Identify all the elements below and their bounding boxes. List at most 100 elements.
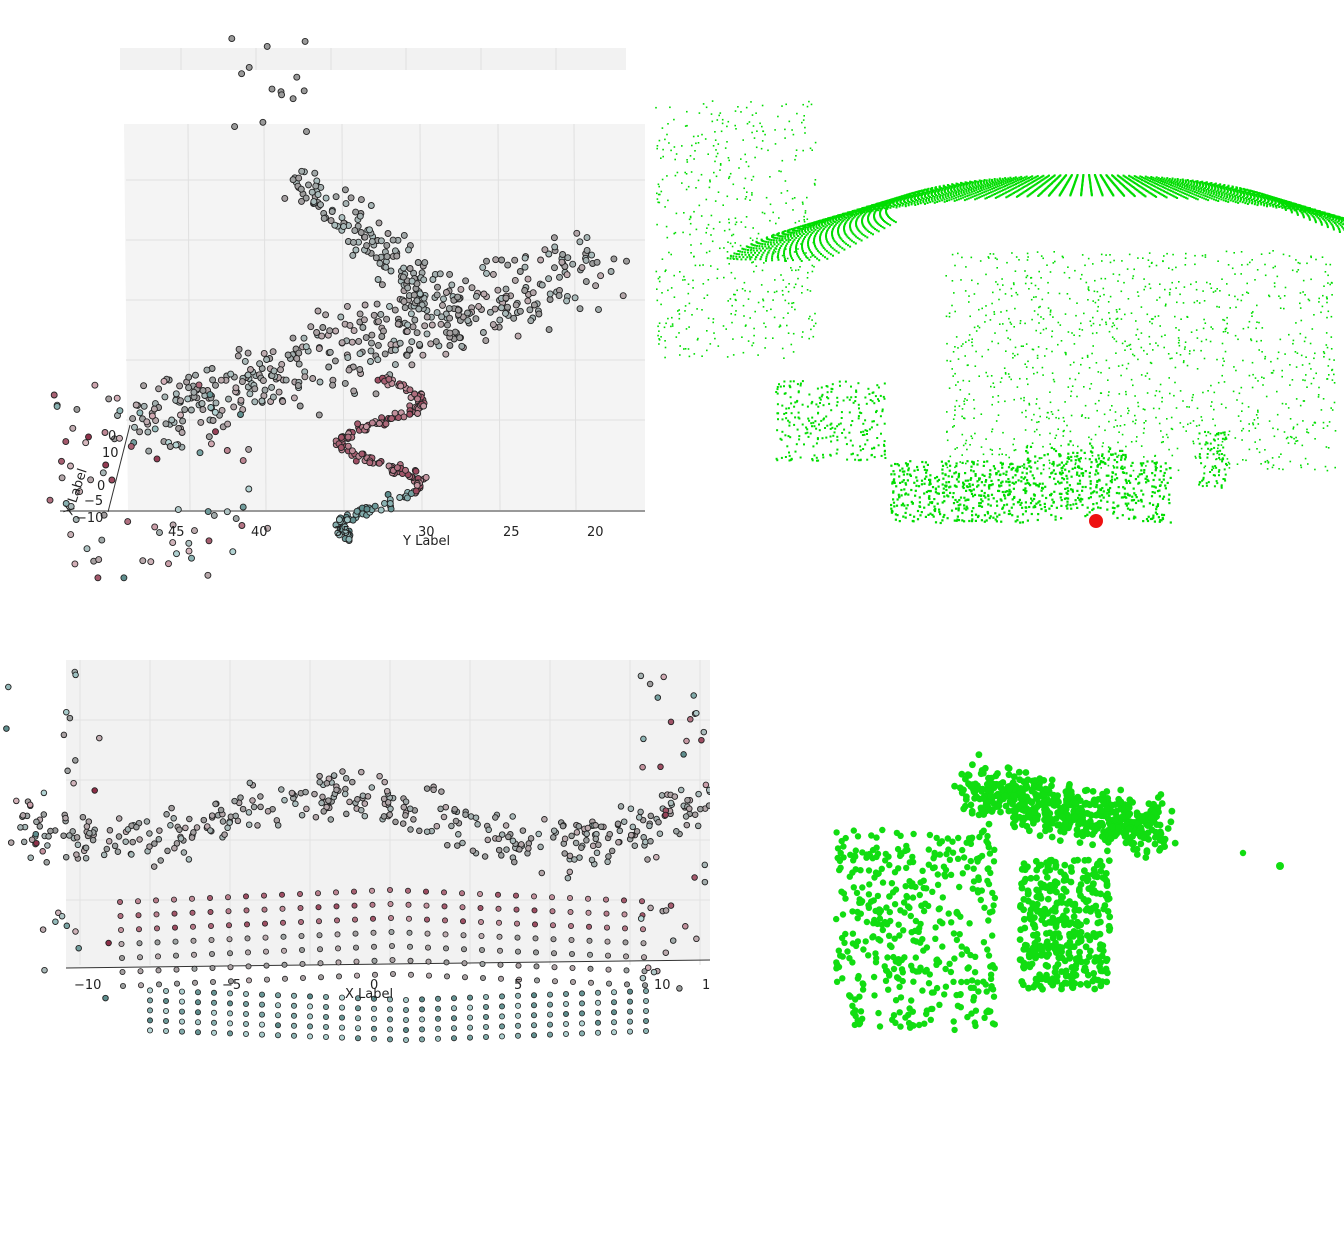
cloud-point [991,340,993,343]
cloud-point [954,310,956,313]
cloud-point [791,237,794,240]
cloud-point [1031,442,1034,444]
scatter-point [408,361,416,369]
cloud-point [855,218,858,221]
cloud-point [801,229,804,232]
cloud-point [1242,187,1245,190]
cloud-point [1090,383,1093,385]
cloud-point [1227,198,1230,201]
cloud-point [950,185,952,188]
scatter-point [479,263,487,271]
scatter-point [50,391,58,399]
cloud-point [1007,194,1010,197]
cloud-point [1300,466,1303,469]
cloud-point [1233,366,1235,368]
scatter-point [428,321,436,329]
cloud-point [801,234,803,237]
cloud-point [1128,344,1130,347]
cloud-point [1032,177,1035,180]
cloud-point [823,219,826,222]
cloud-point [1037,346,1040,348]
cloud-point [841,240,844,242]
cloud-point [1100,467,1102,469]
cloud-point [1241,429,1243,432]
cloud-point [832,220,835,222]
cloud-point [1231,267,1234,270]
cloud-point [907,196,909,198]
cloud-point [1248,320,1251,323]
cloud-point [1140,176,1143,179]
cloud-point [783,250,786,253]
cloud-point [769,247,772,250]
cloud-point [907,200,910,203]
cloud-point [821,223,824,226]
scatter-point [411,390,419,398]
cloud-point [1033,430,1036,433]
scatter-point [433,309,441,317]
cloud-point [1118,273,1121,276]
cloud-point [954,409,956,411]
cloud-point [1071,332,1073,334]
cloud-point [1295,440,1297,442]
cloud-point [908,196,911,199]
cloud-point [847,244,849,247]
cloud-point [1051,330,1054,332]
cloud-point [913,202,916,205]
cloud-point [961,433,964,436]
cloud-point [1012,187,1015,190]
cloud-point [1178,190,1181,193]
scatter-point [440,295,447,303]
scatter-point [352,246,360,254]
scatter-point [341,523,349,531]
cloud-point [744,248,747,251]
cloud-point [850,230,853,233]
cloud-point [909,194,912,197]
cloud-point [1216,358,1218,361]
cloud-point [1202,391,1204,394]
cloud-point [765,259,767,262]
cloud-point [1132,420,1134,423]
cloud-point [1326,425,1329,427]
cloud-point [824,256,826,259]
cloud-point [895,198,898,201]
cloud-point [839,219,842,221]
cloud-point [1197,438,1200,440]
cloud-point [1193,301,1196,304]
cloud-point [1170,182,1173,184]
cloud-point [795,251,798,253]
cloud-point [868,231,871,233]
scatter-point [479,329,487,336]
cloud-point [1337,217,1340,220]
cloud-point [1212,418,1214,420]
cloud-point [1027,183,1030,186]
cloud-point [1174,315,1176,318]
cloud-point [1010,193,1013,196]
cloud-point [1000,180,1003,182]
scatter-point [76,488,84,496]
cloud-point [807,238,810,241]
cloud-point [945,315,948,318]
cloud-point [1202,290,1204,292]
cloud-point [1009,176,1012,179]
scatter-point [378,281,386,289]
cloud-point [1166,177,1169,180]
cloud-point [1330,348,1333,350]
cloud-point [901,204,904,207]
cloud-point [1180,194,1182,197]
cloud-point [1242,459,1244,461]
scatter-point [356,310,364,318]
cloud-point [1138,184,1141,187]
cloud-point [878,204,881,207]
cloud-point [1192,442,1195,445]
cloud-point [1179,188,1182,190]
cloud-point [780,245,783,247]
cloud-point [867,216,870,219]
cloud-point [981,195,984,198]
cloud-point [816,227,819,230]
scatter-point [231,123,239,131]
cloud-point [1049,462,1051,464]
cloud-point [1123,281,1125,284]
scatter-point [263,356,271,363]
cloud-point [802,233,805,235]
scatter-point [151,425,159,433]
